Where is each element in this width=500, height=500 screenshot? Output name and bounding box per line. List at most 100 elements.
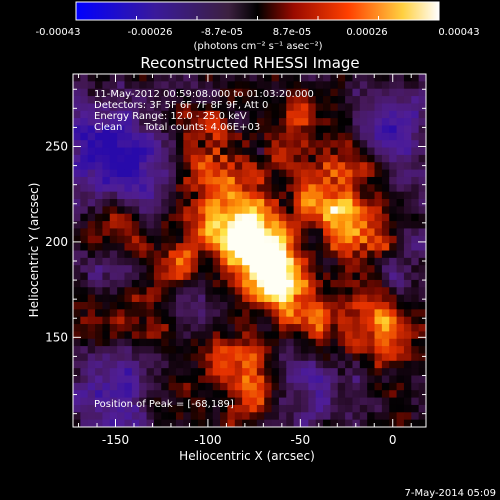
heatmap-cell xyxy=(271,176,280,185)
heatmap-cell xyxy=(359,147,368,156)
heatmap-cell xyxy=(153,243,162,252)
heatmap-cell xyxy=(220,309,229,318)
heatmap-cell xyxy=(389,375,398,384)
heatmap-cell xyxy=(131,184,140,193)
heatmap-cell xyxy=(271,96,280,105)
heatmap-cell xyxy=(146,221,155,230)
heatmap-cell xyxy=(396,368,405,377)
heatmap-cell xyxy=(249,287,258,296)
heatmap-cell xyxy=(87,147,96,156)
heatmap-cell xyxy=(95,309,104,318)
heatmap-cell xyxy=(411,294,420,303)
heatmap-cell xyxy=(403,338,412,347)
heatmap-cell xyxy=(308,228,317,237)
heatmap-cell xyxy=(396,199,405,207)
heatmap-cell xyxy=(330,118,339,127)
heatmap-cell xyxy=(73,110,81,119)
heatmap-cell xyxy=(190,397,199,406)
heatmap-cell xyxy=(323,272,331,281)
heatmap-cell xyxy=(139,309,148,318)
heatmap-cell xyxy=(212,390,221,399)
heatmap-cell xyxy=(227,419,236,427)
heatmap-cell xyxy=(300,191,309,200)
heatmap-cell xyxy=(359,316,368,325)
heatmap-cell xyxy=(234,147,243,156)
heatmap-cell xyxy=(278,125,287,134)
heatmap-cell xyxy=(73,331,81,340)
heatmap-cell xyxy=(367,375,376,384)
heatmap-cell xyxy=(308,199,317,207)
heatmap-cell xyxy=(117,404,126,413)
heatmap-cell xyxy=(396,169,405,178)
heatmap-cell xyxy=(117,419,126,427)
heatmap-cell xyxy=(278,265,287,274)
heatmap-cell xyxy=(80,154,89,163)
heatmap-cell xyxy=(249,360,258,369)
heatmap-cell xyxy=(374,125,383,134)
heatmap-cell xyxy=(227,360,236,369)
heatmap-cell xyxy=(153,404,162,413)
heatmap-cell xyxy=(73,419,81,427)
heatmap-cell xyxy=(124,294,133,303)
heatmap-cell xyxy=(234,338,243,347)
heatmap-cell xyxy=(374,206,383,215)
heatmap-cell xyxy=(139,132,148,141)
heatmap-cell xyxy=(146,125,155,134)
heatmap-cell xyxy=(367,162,376,171)
heatmap-cell xyxy=(345,353,354,362)
heatmap-cell xyxy=(308,353,317,362)
heatmap-cell xyxy=(411,206,420,215)
heatmap-cell xyxy=(337,118,346,127)
heatmap-cell xyxy=(286,294,295,303)
footer-date: 7-May-2014 05:09 xyxy=(404,488,496,499)
heatmap-cell xyxy=(242,309,251,318)
heatmap-cell xyxy=(418,169,426,178)
heatmap-cell xyxy=(190,147,199,156)
heatmap-cell xyxy=(183,125,192,134)
heatmap-cell xyxy=(168,338,177,347)
heatmap-cell xyxy=(389,191,398,200)
heatmap-cell xyxy=(352,191,361,200)
heatmap-cell xyxy=(153,110,162,119)
heatmap-cell xyxy=(264,125,273,134)
heatmap-cell xyxy=(403,191,412,200)
heatmap-cell xyxy=(102,103,111,112)
heatmap-cell xyxy=(323,294,331,303)
heatmap-cell xyxy=(278,316,287,325)
heatmap-cell xyxy=(337,184,346,193)
heatmap-cell xyxy=(220,301,229,310)
heatmap-cell xyxy=(117,346,126,355)
heatmap-cell xyxy=(87,250,96,259)
heatmap-cell xyxy=(80,250,89,259)
heatmap-cell xyxy=(80,140,89,149)
heatmap-cell xyxy=(256,154,265,163)
heatmap-cell xyxy=(198,228,206,237)
heatmap-cell xyxy=(389,110,398,119)
heatmap-cell xyxy=(389,368,398,377)
heatmap-cell xyxy=(411,243,420,252)
heatmap-cell xyxy=(249,419,258,427)
heatmap-cell xyxy=(337,132,346,141)
heatmap-cell xyxy=(212,213,221,222)
heatmap-cell xyxy=(183,103,192,112)
heatmap-cell xyxy=(256,404,265,413)
heatmap-cell xyxy=(124,140,133,149)
heatmap-cell xyxy=(374,324,383,332)
heatmap-cell xyxy=(256,110,265,119)
heatmap-cell xyxy=(220,110,229,119)
heatmap-cell xyxy=(227,368,236,377)
heatmap-cell xyxy=(286,103,295,112)
heatmap-cell xyxy=(168,382,177,391)
heatmap-cell xyxy=(124,257,133,266)
heatmap-cell xyxy=(278,176,287,185)
heatmap-cell xyxy=(124,287,133,296)
heatmap-cell xyxy=(87,235,96,244)
heatmap-cell xyxy=(87,360,96,369)
heatmap-cell xyxy=(286,338,295,347)
heatmap-cell xyxy=(220,368,229,377)
heatmap-cell xyxy=(293,346,302,355)
heatmap-cell xyxy=(102,382,111,391)
heatmap-cell xyxy=(242,404,251,413)
heatmap-cell xyxy=(73,140,81,149)
heatmap-cell xyxy=(286,235,295,244)
